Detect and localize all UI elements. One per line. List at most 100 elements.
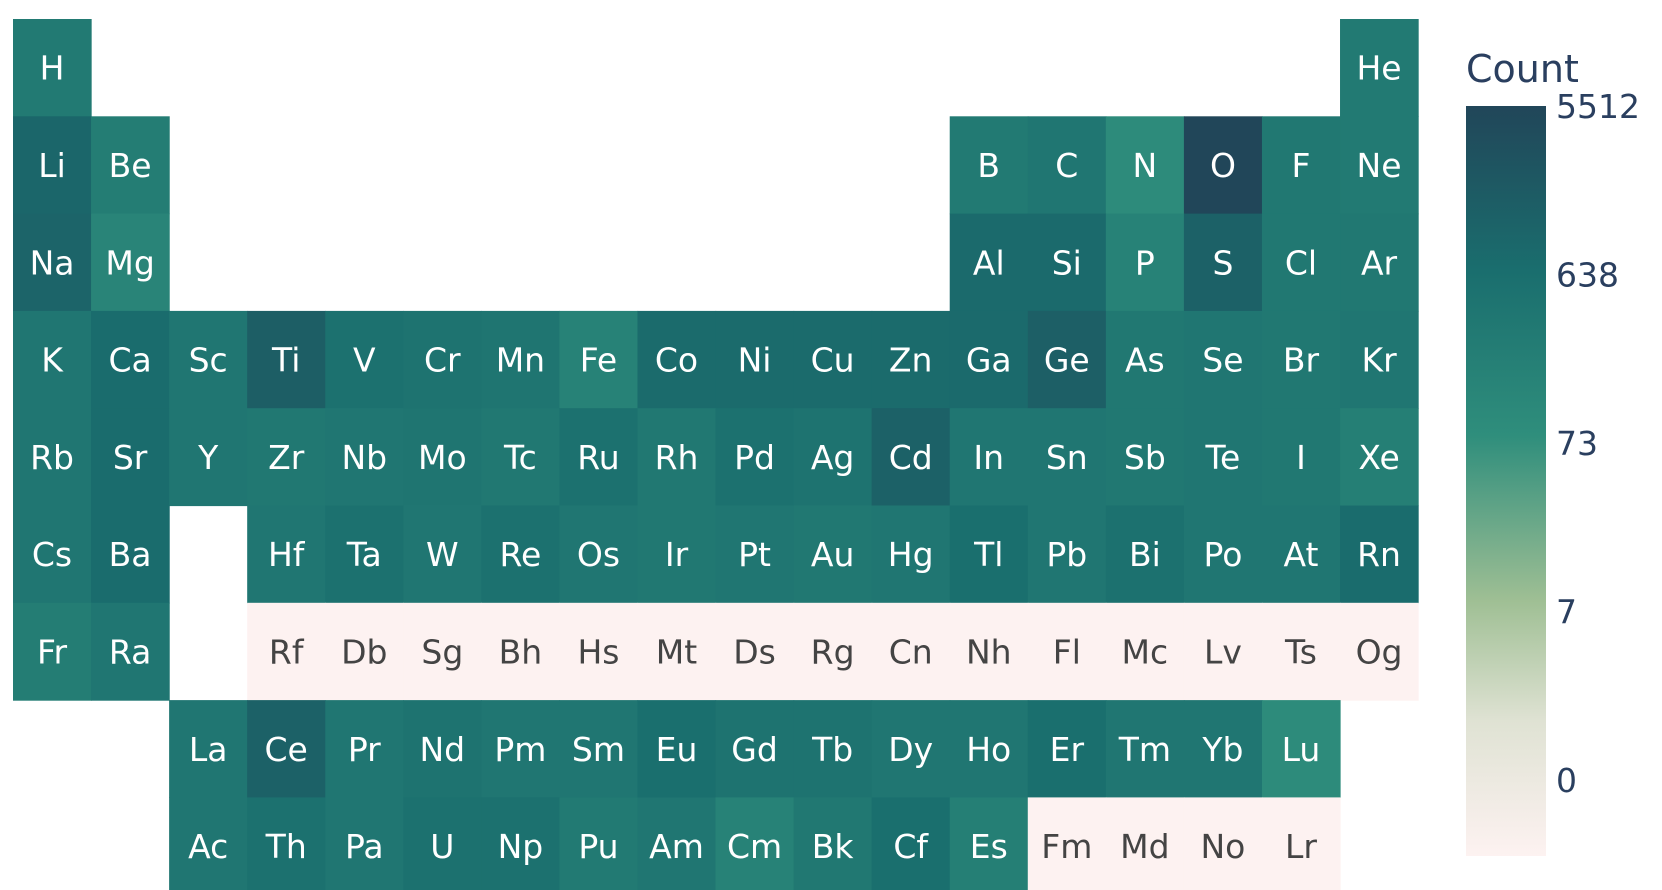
element-cell-c: C [1027, 116, 1107, 215]
element-tile [1105, 700, 1185, 798]
element-symbol: Db [341, 632, 387, 671]
element-tile [715, 505, 795, 604]
element-symbol: Au [811, 535, 855, 574]
element-cell-mg: Mg [91, 213, 170, 312]
element-symbol: Lv [1204, 632, 1242, 671]
element-symbol: Mc [1122, 632, 1169, 671]
element-cell-np: Np [481, 797, 561, 890]
element-symbol: Re [500, 535, 542, 574]
element-cell-u: U [403, 797, 482, 890]
element-symbol: Pr [348, 730, 381, 769]
element-tile [637, 700, 717, 798]
element-cell-la: La [169, 700, 248, 798]
element-symbol: Si [1052, 243, 1082, 282]
element-tile [1183, 602, 1263, 701]
element-cell-os: Os [559, 505, 639, 604]
element-symbol: Kr [1361, 341, 1397, 380]
element-tile [1340, 602, 1419, 701]
element-tile [871, 602, 951, 701]
element-cell-yb: Yb [1183, 700, 1263, 798]
element-tile [91, 116, 170, 215]
element-tile [949, 116, 1029, 215]
element-tile [13, 310, 92, 409]
element-symbol: Rn [1357, 535, 1401, 574]
element-tile [871, 700, 951, 798]
element-cell-dy: Dy [871, 700, 951, 798]
element-symbol: Gd [731, 730, 778, 769]
element-cell-ba: Ba [91, 505, 170, 604]
element-cell-sg: Sg [403, 602, 482, 701]
element-cell-rf: Rf [247, 602, 326, 701]
element-cell-cl: Cl [1261, 213, 1341, 312]
element-symbol: Mt [656, 632, 697, 671]
element-tile [91, 602, 170, 701]
element-tile [1027, 213, 1107, 312]
element-tile [949, 310, 1029, 409]
element-tile [325, 408, 404, 507]
element-cell-bh: Bh [481, 602, 561, 701]
element-tile [1027, 505, 1107, 604]
element-cell-pu: Pu [559, 797, 639, 890]
element-cell-mo: Mo [403, 408, 482, 507]
element-cell-zn: Zn [871, 310, 951, 409]
element-tile [559, 700, 639, 798]
element-tile [1183, 505, 1263, 604]
element-symbol: Sc [189, 341, 228, 380]
element-tile [949, 797, 1029, 890]
element-symbol: Ni [738, 341, 772, 380]
element-cell-cf: Cf [871, 797, 951, 890]
element-cell-og: Og [1340, 602, 1419, 701]
element-symbol: La [189, 730, 228, 769]
colorbar-tick-label: 0 [1556, 761, 1577, 800]
element-cell-h: H [13, 19, 92, 117]
element-symbol: Br [1283, 341, 1320, 380]
element-symbol: Yb [1201, 730, 1243, 769]
element-tile [403, 505, 482, 604]
element-cell-pt: Pt [715, 505, 795, 604]
element-symbol: Xe [1358, 438, 1399, 477]
element-cell-po: Po [1183, 505, 1263, 604]
element-symbol: Tb [811, 730, 853, 769]
element-tile [1183, 408, 1263, 507]
element-tile [637, 505, 717, 604]
element-cell-pa: Pa [325, 797, 404, 890]
element-cell-ne: Ne [1340, 116, 1419, 215]
element-cell-b: B [949, 116, 1029, 215]
element-tile [403, 408, 482, 507]
element-cell-gd: Gd [715, 700, 795, 798]
element-tile [1340, 213, 1419, 312]
element-tile [169, 700, 248, 798]
element-tile [481, 602, 561, 701]
element-tile [1261, 797, 1341, 890]
element-cell-fr: Fr [13, 602, 92, 701]
element-symbol: Bk [812, 827, 855, 866]
element-cell-lu: Lu [1261, 700, 1341, 798]
element-tile [1340, 19, 1419, 117]
element-cell-al: Al [949, 213, 1029, 312]
colorbar-gradient [1466, 106, 1546, 856]
element-symbol: Hf [268, 535, 306, 574]
element-tile [91, 505, 170, 604]
element-cell-hs: Hs [559, 602, 639, 701]
element-symbol: H [40, 49, 65, 88]
element-tile [1105, 505, 1185, 604]
element-tile [1340, 408, 1419, 507]
element-tile [247, 797, 326, 890]
element-cell-lv: Lv [1183, 602, 1263, 701]
element-cell-ag: Ag [793, 408, 873, 507]
element-symbol: Rg [811, 632, 855, 671]
element-tile [637, 408, 717, 507]
element-tile [1105, 797, 1185, 890]
element-symbol: Sm [572, 730, 625, 769]
element-symbol: Tl [973, 535, 1003, 574]
element-symbol: Dy [888, 730, 933, 769]
element-cell-ga: Ga [949, 310, 1029, 409]
element-tile [871, 408, 951, 507]
element-symbol: Ar [1361, 243, 1398, 282]
element-cell-se: Se [1183, 310, 1263, 409]
element-symbol: Mn [496, 341, 545, 380]
element-tile [1340, 116, 1419, 215]
element-cell-na: Na [13, 213, 92, 312]
element-symbol: F [1291, 146, 1310, 185]
element-symbol: Po [1203, 535, 1242, 574]
